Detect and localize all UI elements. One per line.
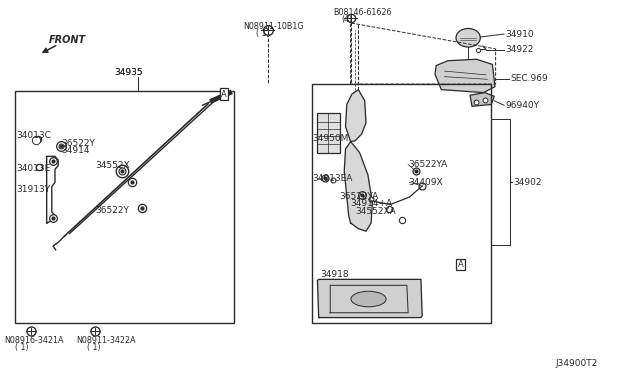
Text: 34914: 34914 bbox=[61, 146, 90, 155]
Text: 36522YA: 36522YA bbox=[339, 192, 378, 201]
Text: 36522Y: 36522Y bbox=[61, 139, 95, 148]
Bar bbox=[15, 92, 234, 323]
Text: FRONT: FRONT bbox=[49, 35, 86, 45]
Text: 36522Y: 36522Y bbox=[95, 206, 129, 215]
Polygon shape bbox=[435, 59, 495, 93]
Text: 34552X: 34552X bbox=[95, 161, 130, 170]
Text: A: A bbox=[221, 90, 227, 99]
Text: N08911-3422A: N08911-3422A bbox=[76, 336, 136, 346]
Text: 34935: 34935 bbox=[115, 68, 143, 77]
Text: ( 1): ( 1) bbox=[15, 343, 28, 352]
Text: 34013E: 34013E bbox=[17, 164, 51, 173]
Text: (4): (4) bbox=[341, 15, 352, 24]
Text: 34935: 34935 bbox=[115, 68, 143, 77]
Text: 34409X: 34409X bbox=[408, 178, 443, 187]
Text: J34900T2: J34900T2 bbox=[555, 359, 597, 368]
Text: 34013C: 34013C bbox=[17, 131, 52, 141]
Text: 96940Y: 96940Y bbox=[505, 101, 539, 110]
Text: ( 1): ( 1) bbox=[87, 343, 100, 352]
Polygon shape bbox=[317, 279, 422, 318]
Ellipse shape bbox=[456, 29, 480, 47]
Text: N08916-3421A: N08916-3421A bbox=[4, 336, 63, 346]
Text: 34922: 34922 bbox=[505, 45, 534, 54]
Text: 36522YA: 36522YA bbox=[408, 160, 447, 169]
Polygon shape bbox=[344, 141, 372, 231]
Ellipse shape bbox=[351, 291, 386, 307]
Text: 34902: 34902 bbox=[513, 178, 541, 187]
Polygon shape bbox=[346, 90, 366, 141]
Polygon shape bbox=[470, 93, 494, 106]
Text: 31913Y: 31913Y bbox=[17, 185, 51, 194]
Text: ( 1): ( 1) bbox=[256, 29, 270, 38]
Text: 34910: 34910 bbox=[505, 29, 534, 39]
Polygon shape bbox=[317, 113, 340, 153]
Text: 34950M: 34950M bbox=[312, 134, 349, 143]
Text: SEC.969: SEC.969 bbox=[510, 74, 548, 83]
Text: 34918: 34918 bbox=[320, 270, 349, 279]
Text: 34552XA: 34552XA bbox=[355, 207, 396, 216]
Text: N08911-10B1G: N08911-10B1G bbox=[243, 22, 304, 31]
Text: 34914+A: 34914+A bbox=[351, 199, 393, 208]
Bar bbox=[312, 84, 491, 323]
Text: A: A bbox=[458, 260, 463, 269]
Text: B08146-61626: B08146-61626 bbox=[333, 8, 391, 17]
Text: 34013EA: 34013EA bbox=[312, 174, 353, 183]
